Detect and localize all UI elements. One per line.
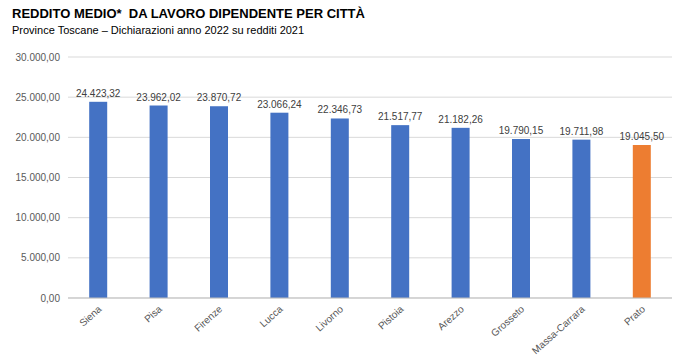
bar [150,106,168,298]
x-tick-label: Livorno [313,303,345,333]
y-axis: 0,00 5.000,00 10.000,00 15.000,00 20.000,00 2… [16,52,673,304]
data-label: 23.870,72 [197,92,242,103]
subtitle: Province Toscane – Dichiarazioni anno 20… [12,24,304,36]
y-tick-label: 20.000,00 [16,132,61,143]
data-label: 23.066,24 [257,99,302,110]
data-label: 19.711,98 [560,126,604,137]
y-tick-label: 15.000,00 [16,172,61,183]
bar [452,128,470,298]
data-label: 21.517,77 [378,111,423,122]
y-tick-label: 0,00 [41,293,61,304]
grid-line [68,57,672,58]
y-tick-label: 5.000,00 [21,252,60,263]
bar [633,145,651,298]
bars [89,102,651,298]
data-label: 19.045,50 [620,131,665,142]
data-label: 21.182,26 [438,114,483,125]
bar [391,125,409,298]
y-tick-label: 10.000,00 [16,212,61,223]
bar [512,139,530,298]
grid-line [68,298,672,299]
x-tick-label: Massa-Carrara [530,303,587,356]
x-tick-label: Lucca [258,303,286,329]
data-label: 22.346,73 [318,104,363,115]
chart: REDDITO MEDIO* DA LAVORO DIPENDENTE PER … [0,0,675,362]
x-tick-label: Arezzo [435,303,466,332]
data-label: 19.790,15 [499,125,544,136]
y-tick-label: 30.000,00 [16,52,61,63]
bar [572,140,590,298]
title: REDDITO MEDIO* DA LAVORO DIPENDENTE PER … [12,6,366,21]
bar [331,118,349,298]
bar [270,113,288,298]
y-tick-label: 25.000,00 [16,92,61,103]
x-axis: Siena Pisa Firenze Lucca Livorno Pistoia Arezz… [77,303,647,356]
x-axis-line [68,298,672,299]
x-tick-label: Prato [622,303,647,327]
labels: 24.423,32 23.962,02 23.870,72 23.066,24 22.3… [76,88,665,142]
x-tick-label: Pistoia [376,303,406,332]
bar [210,106,228,298]
x-tick-label: Pisa [142,303,164,324]
data-label: 23.962,02 [136,92,181,103]
data-label: 24.423,32 [76,88,121,99]
x-tick-label: Siena [77,303,104,329]
x-tick-label: Grosseto [489,303,527,339]
x-tick-label: Firenze [192,303,224,334]
bar [89,102,107,298]
